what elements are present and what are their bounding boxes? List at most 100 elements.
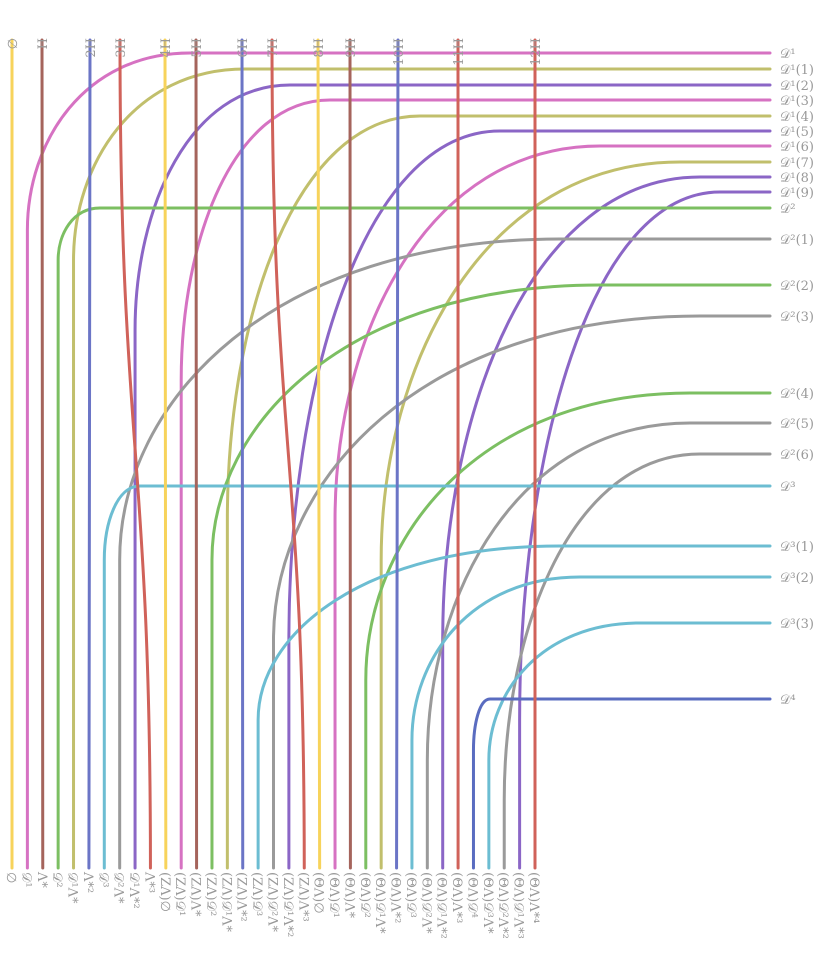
bottom-label: Λ*³ [141, 871, 156, 893]
right-label: 𝒟² [780, 202, 796, 217]
right-label: 𝒟²(4) [780, 387, 814, 402]
bottom-label: 𝒟²Λ* [111, 872, 126, 904]
connection-line [210, 283, 772, 870]
bottom-label: 𝒟¹Λ*² [126, 872, 141, 909]
connection-line [487, 621, 772, 870]
bottom-label: (ZΛ)𝒟¹ [172, 872, 187, 916]
bottom-label: (ΘΛ)Λ*² [388, 872, 403, 923]
connection-line [133, 83, 772, 870]
right-label: 𝒟¹(5) [780, 125, 814, 140]
bottom-label: 𝒟¹ [18, 872, 33, 888]
bottom-label: (ΘΛ)𝒟³ [403, 872, 418, 918]
connection-line [471, 697, 772, 870]
right-label: 𝒟¹ [780, 47, 796, 62]
right-label: 𝒟³(2) [780, 571, 814, 586]
connection-line [56, 206, 772, 870]
bottom-label: (ΘΛ)𝒟¹Λ*³ [511, 872, 526, 939]
connection-line [316, 38, 322, 870]
right-label: 𝒟¹(7) [780, 156, 814, 171]
bottom-label: (ΘΛ)𝒟¹ [326, 872, 341, 918]
top-label: 7H [266, 38, 281, 58]
bottom-label: Λ*² [80, 871, 95, 893]
top-label: 5H [190, 38, 205, 58]
connection-line [179, 98, 772, 870]
bottom-label: (ZΛ)Λ*³ [295, 872, 310, 922]
connection-line [240, 38, 245, 870]
right-label: 𝒟¹(3) [780, 94, 814, 109]
right-label: 𝒟²(2) [780, 279, 814, 294]
bottom-label: (ΘΛ)𝒟¹Λ* [372, 872, 387, 934]
top-label: 12H [529, 38, 544, 66]
connection-line [410, 575, 772, 870]
right-label: 𝒟¹(4) [780, 110, 814, 125]
connection-line [518, 190, 772, 870]
bottom-label: (ΘΛ)𝒟⁴ [464, 872, 479, 918]
top-label: 8H [312, 38, 327, 58]
bottom-label: (ZΛ)∅ [157, 872, 172, 912]
bottom-label: (ΘΛ)Λ*³ [449, 872, 464, 923]
connection-line [425, 421, 772, 870]
right-label: 𝒟¹(9) [780, 186, 814, 201]
top-label: H [36, 38, 51, 49]
connection-line [225, 114, 772, 870]
bottom-label: (ZΛ)Λ*² [234, 872, 249, 922]
right-label: 𝒟⁴ [780, 693, 796, 708]
right-label: 𝒟¹(6) [780, 140, 814, 155]
connection-line [25, 51, 772, 870]
connection-line [502, 452, 772, 870]
bottom-label: (ΘΛ)Λ*⁴ [526, 872, 541, 923]
bottom-label: 𝒟³ [95, 872, 110, 888]
connection-line [441, 175, 772, 870]
bottom-label: (ZΛ)𝒟²Λ* [265, 872, 280, 933]
right-label: 𝒟²(6) [780, 448, 814, 463]
bottom-label: (ΘΛ)𝒟²Λ* [418, 872, 433, 934]
connection-line [272, 314, 772, 870]
right-label: 𝒟²(3) [780, 310, 814, 325]
top-label: 3H [114, 38, 129, 58]
connection-line [270, 38, 306, 870]
connection-line [102, 484, 772, 870]
bottom-label: (ΘΛ)𝒟²Λ*² [495, 872, 510, 939]
connection-line [379, 160, 772, 870]
bottom-label: (ZΛ)𝒟² [203, 872, 218, 916]
right-label: 𝒟²(1) [780, 233, 814, 248]
top-label: 10H [392, 38, 407, 66]
top-label: ∅ [6, 38, 21, 49]
connection-line [287, 129, 772, 870]
right-label: 𝒟³(1) [780, 540, 814, 555]
bottom-label: 𝒟¹Λ* [65, 872, 80, 904]
top-label: 6H [236, 38, 251, 58]
connection-line [333, 144, 772, 870]
top-label: 2H [84, 38, 99, 58]
top-label: 9H [344, 38, 359, 58]
connection-line [256, 544, 772, 870]
connection-line [395, 38, 400, 870]
bottom-label: ∅ [3, 872, 18, 883]
connection-line [87, 38, 92, 870]
top-label: 11H [452, 38, 467, 66]
bottom-label: (ΘΛ)𝒟¹Λ*² [434, 872, 449, 939]
right-label: 𝒟³(3) [780, 617, 814, 632]
connection-line [364, 391, 772, 870]
bottom-label: (ΘΛ)Λ* [341, 872, 356, 919]
right-label: 𝒟¹(1) [780, 63, 814, 78]
bottom-label: (ΘΛ)∅ [311, 872, 326, 914]
connection-line [194, 38, 199, 870]
bottom-label: Λ* [34, 871, 49, 888]
bottom-label: (ZΛ)𝒟³ [249, 872, 264, 916]
right-label: 𝒟³ [780, 480, 796, 495]
bottom-label: (ZΛ)Λ* [188, 872, 203, 917]
right-label: 𝒟²(5) [780, 417, 814, 432]
connection-line [72, 67, 772, 870]
connection-line [163, 38, 168, 870]
connection-line [118, 38, 152, 870]
bottom-label: (ΘΛ)𝒟² [357, 872, 372, 918]
bottom-label: (ZΛ)𝒟¹Λ*² [280, 872, 295, 937]
bottom-label: 𝒟² [49, 872, 64, 888]
connection-line [40, 38, 45, 870]
right-label: 𝒟¹(8) [780, 171, 814, 186]
bottom-label: (ΘΛ)𝒟³Λ* [480, 872, 495, 934]
top-label: 4H [159, 38, 174, 58]
connection-line [118, 237, 772, 870]
